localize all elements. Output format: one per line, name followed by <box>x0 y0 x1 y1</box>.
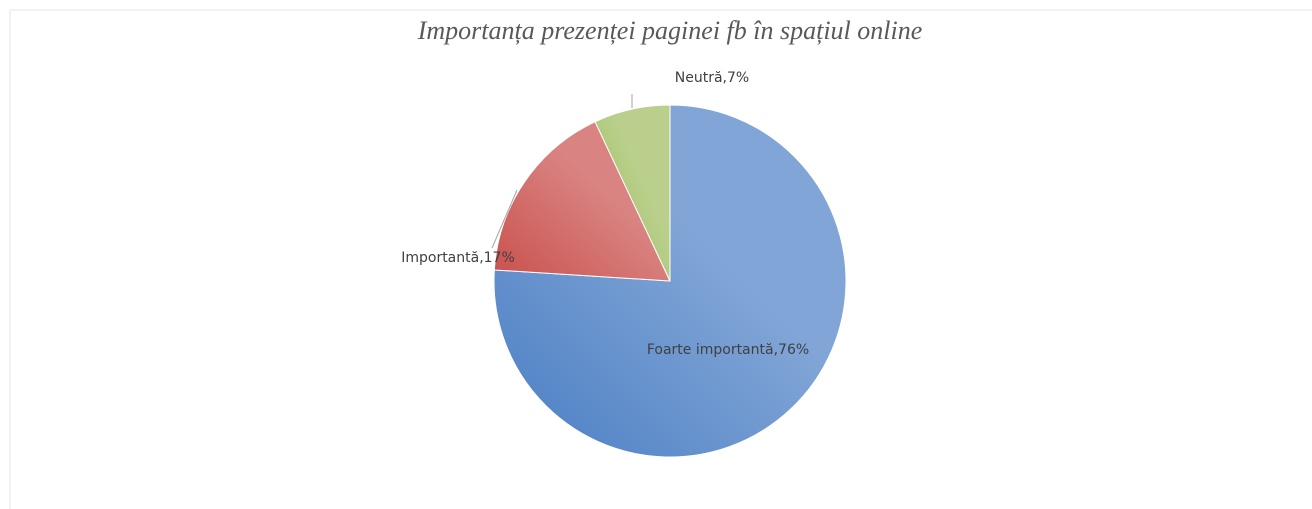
data-label: Neutră,7% <box>675 70 749 86</box>
leader-line <box>491 189 518 249</box>
pie <box>493 104 847 458</box>
data-label: Foarte importantă,76% <box>647 342 809 358</box>
slice-shine <box>595 105 670 281</box>
data-label: Importantă,17% <box>401 250 515 266</box>
slice-shine <box>494 121 670 281</box>
chart-title: Importanța prezenței paginei fb în spați… <box>417 16 923 45</box>
